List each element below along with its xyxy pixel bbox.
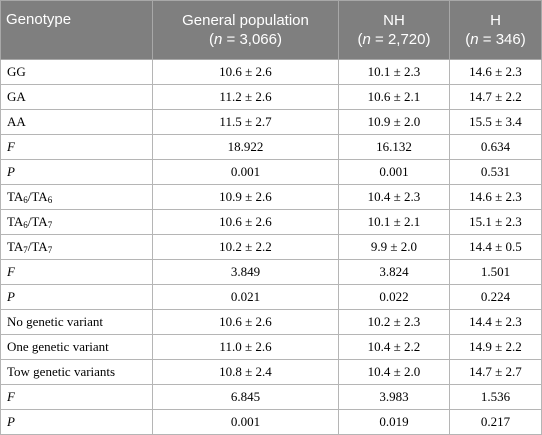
cell-nh: 0.019	[338, 409, 450, 435]
table-row: F 18.922 16.132 0.634	[0, 134, 542, 160]
row-label: F	[0, 259, 153, 285]
header-nh-title: NH	[383, 12, 405, 29]
cell-general-population: 3.849	[152, 259, 339, 285]
cell-nh: 10.2 ± 2.3	[338, 309, 450, 335]
table-row: P 0.001 0.001 0.531	[0, 159, 542, 185]
row-label: P	[0, 159, 153, 185]
row-label: TA6/TA7	[0, 209, 153, 235]
table-row: AA 11.5 ± 2.7 10.9 ± 2.0 15.5 ± 3.4	[0, 109, 542, 135]
table-row: No genetic variant 10.6 ± 2.6 10.2 ± 2.3 14…	[0, 309, 542, 335]
header-h-n: (n = 346)	[465, 31, 526, 48]
cell-nh: 10.4 ± 2.3	[338, 184, 450, 210]
cell-nh: 10.1 ± 2.1	[338, 209, 450, 235]
cell-h: 14.6 ± 2.3	[449, 59, 542, 85]
cell-h: 14.9 ± 2.2	[449, 334, 542, 360]
cell-general-population: 10.6 ± 2.6	[152, 59, 339, 85]
table-row: TA6/TA6 10.9 ± 2.6 10.4 ± 2.3 14.6 ± 2.3	[0, 184, 542, 210]
cell-h: 14.4 ± 0.5	[449, 234, 542, 260]
row-label: TA7/TA7	[0, 234, 153, 260]
cell-nh: 10.4 ± 2.0	[338, 359, 450, 385]
cell-nh: 3.983	[338, 384, 450, 410]
cell-general-population: 11.2 ± 2.6	[152, 84, 339, 110]
row-label: Tow genetic variants	[0, 359, 153, 385]
cell-general-population: 0.001	[152, 409, 339, 435]
header-general-title: General population	[182, 12, 309, 29]
cell-h: 14.7 ± 2.2	[449, 84, 542, 110]
cell-h: 15.1 ± 2.3	[449, 209, 542, 235]
cell-general-population: 10.8 ± 2.4	[152, 359, 339, 385]
cell-h: 14.4 ± 2.3	[449, 309, 542, 335]
table-row: F 6.845 3.983 1.536	[0, 384, 542, 410]
header-nh: NH (n = 2,720)	[338, 0, 450, 60]
cell-general-population: 10.6 ± 2.6	[152, 209, 339, 235]
table-row: TA7/TA7 10.2 ± 2.2 9.9 ± 2.0 14.4 ± 0.5	[0, 234, 542, 260]
header-h: H (n = 346)	[449, 0, 542, 60]
table-row: Tow genetic variants 10.8 ± 2.4 10.4 ± 2.0…	[0, 359, 542, 385]
cell-h: 1.536	[449, 384, 542, 410]
row-label: F	[0, 384, 153, 410]
row-label: TA6/TA6	[0, 184, 153, 210]
row-label: F	[0, 134, 153, 160]
cell-nh: 10.9 ± 2.0	[338, 109, 450, 135]
row-label: GG	[0, 59, 153, 85]
cell-h: 1.501	[449, 259, 542, 285]
cell-nh: 10.6 ± 2.1	[338, 84, 450, 110]
cell-general-population: 18.922	[152, 134, 339, 160]
cell-general-population: 0.021	[152, 284, 339, 310]
row-label: No genetic variant	[0, 309, 153, 335]
table-header: Genotype General population (n = 3,066) …	[0, 0, 542, 60]
header-row: Genotype General population (n = 3,066) …	[0, 0, 542, 60]
header-nh-n: (n = 2,720)	[357, 31, 431, 48]
cell-h: 14.6 ± 2.3	[449, 184, 542, 210]
cell-nh: 10.1 ± 2.3	[338, 59, 450, 85]
row-label: AA	[0, 109, 153, 135]
cell-h: 0.224	[449, 284, 542, 310]
cell-general-population: 11.0 ± 2.6	[152, 334, 339, 360]
table-row: F 3.849 3.824 1.501	[0, 259, 542, 285]
table-row: One genetic variant 11.0 ± 2.6 10.4 ± 2.2 1…	[0, 334, 542, 360]
row-label: One genetic variant	[0, 334, 153, 360]
cell-nh: 9.9 ± 2.0	[338, 234, 450, 260]
table-row: TA6/TA7 10.6 ± 2.6 10.1 ± 2.1 15.1 ± 2.3	[0, 209, 542, 235]
cell-general-population: 11.5 ± 2.7	[152, 109, 339, 135]
cell-h: 15.5 ± 3.4	[449, 109, 542, 135]
header-genotype: Genotype	[0, 0, 153, 60]
table-row: P 0.001 0.019 0.217	[0, 409, 542, 435]
header-general-n: (n = 3,066)	[209, 31, 282, 48]
cell-general-population: 10.9 ± 2.6	[152, 184, 339, 210]
table-body: GG 10.6 ± 2.6 10.1 ± 2.3 14.6 ± 2.3 GA 11.2 ±…	[0, 59, 542, 435]
header-h-title: H	[490, 12, 501, 29]
row-label: P	[0, 284, 153, 310]
cell-h: 0.531	[449, 159, 542, 185]
table-row: GA 11.2 ± 2.6 10.6 ± 2.1 14.7 ± 2.2	[0, 84, 542, 110]
row-label: P	[0, 409, 153, 435]
cell-general-population: 10.6 ± 2.6	[152, 309, 339, 335]
header-general-population: General population (n = 3,066)	[152, 0, 339, 60]
cell-nh: 3.824	[338, 259, 450, 285]
cell-nh: 10.4 ± 2.2	[338, 334, 450, 360]
table-row: GG 10.6 ± 2.6 10.1 ± 2.3 14.6 ± 2.3	[0, 59, 542, 85]
cell-nh: 16.132	[338, 134, 450, 160]
cell-general-population: 0.001	[152, 159, 339, 185]
cell-general-population: 10.2 ± 2.2	[152, 234, 339, 260]
cell-h: 0.634	[449, 134, 542, 160]
cell-general-population: 6.845	[152, 384, 339, 410]
cell-nh: 0.001	[338, 159, 450, 185]
row-label: GA	[0, 84, 153, 110]
cell-nh: 0.022	[338, 284, 450, 310]
table-row: P 0.021 0.022 0.224	[0, 284, 542, 310]
cell-h: 14.7 ± 2.7	[449, 359, 542, 385]
cell-h: 0.217	[449, 409, 542, 435]
